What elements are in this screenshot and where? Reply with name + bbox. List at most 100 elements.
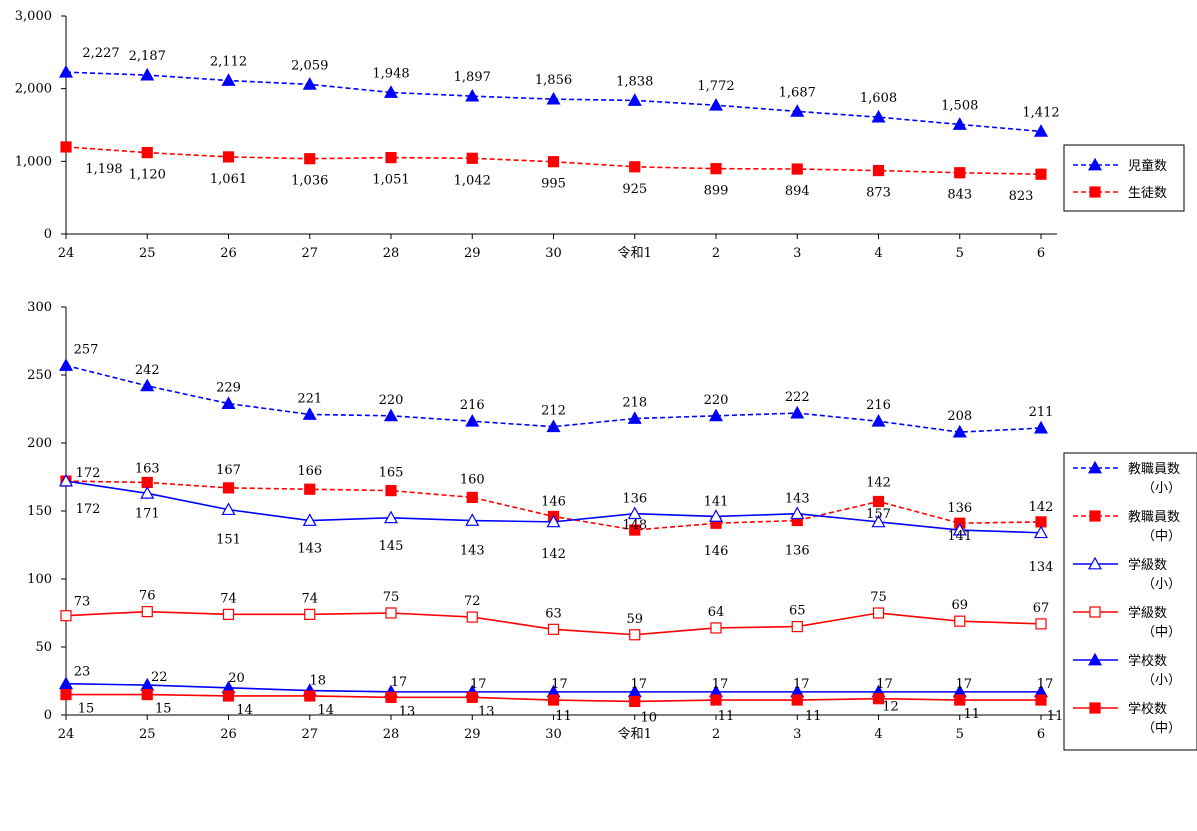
data-label: 64 [708,605,725,620]
x-tick-label: 6 [1037,246,1045,261]
legend-marker [1087,556,1103,570]
y-tick-label: 300 [27,300,52,315]
data-label: 220 [379,393,404,408]
y-tick-label: 150 [27,504,52,519]
data-label: 2,187 [129,49,166,64]
data-label: 172 [76,502,101,517]
data-point [383,408,399,422]
data-label: 212 [541,404,566,419]
data-point [60,688,72,701]
data-point [952,117,967,130]
data-label: 74 [301,591,318,606]
legend-label: 児童数 [1128,158,1167,174]
data-label: 13 [478,704,495,719]
data-label: 11 [963,707,980,722]
legend-label: 教職員数 [1128,509,1180,525]
data-point [466,491,478,503]
data-point [790,506,805,520]
legend-marker [1087,157,1103,171]
legend-label: 生徒数 [1128,186,1167,201]
data-point [1033,525,1049,539]
data-point [465,414,480,427]
legend-label-sub: （中） [1142,625,1181,640]
legend-marker [1089,702,1101,714]
data-point [58,676,74,690]
legend-label: 学級数 [1128,557,1167,573]
data-point [547,694,560,706]
data-label: 59 [626,612,643,627]
data-point [221,396,236,409]
data-label: 229 [216,381,241,396]
y-tick-label: 2,000 [15,82,52,97]
x-tick-label: 29 [464,246,481,261]
data-point [60,610,72,622]
y-tick-label: 100 [27,572,52,587]
data-label: 72 [464,594,481,609]
data-point [58,64,74,78]
data-point [954,167,966,179]
data-label: 17 [793,677,810,692]
data-label: 1,051 [372,173,409,188]
x-tick-label: 25 [139,246,156,261]
data-label: 2,227 [82,46,119,61]
data-point [465,88,480,102]
data-label: 1,687 [779,85,816,100]
data-label: 18 [309,674,326,689]
data-label: 23 [74,665,91,680]
data-label: 141 [704,494,729,509]
data-point [466,691,478,703]
data-point [141,147,153,159]
data-label: 1,120 [129,168,166,183]
x-tick-label: 4 [874,727,882,742]
data-point [629,161,641,173]
data-label: 12 [882,700,899,715]
data-point [708,408,724,422]
data-label: 163 [135,461,160,476]
data-label: 73 [74,595,91,610]
data-point [58,358,74,371]
x-tick-label: 4 [874,246,882,261]
data-label: 20 [228,671,245,686]
data-point [302,513,317,526]
y-tick-label: 0 [44,227,52,242]
data-label: 74 [220,591,237,606]
data-label: 1,856 [535,73,572,88]
data-point [627,506,642,520]
data-label: 211 [1029,405,1054,420]
x-tick-label: 5 [956,727,964,742]
data-point [791,620,803,633]
data-label: 257 [74,342,99,357]
data-point [627,411,642,424]
data-label: 143 [460,544,485,559]
data-label: 14 [317,703,334,718]
data-point [1035,618,1047,630]
legend-label-sub: （中） [1142,529,1181,544]
x-tick-label: 24 [58,727,75,742]
data-point [385,691,397,703]
data-label: 216 [866,398,891,413]
data-label: 166 [297,464,322,479]
data-point [221,73,236,86]
legend-marker [1089,186,1101,198]
data-label: 1,061 [210,172,247,187]
legend-label-sub: （小） [1142,577,1181,592]
legend-label-sub: （中） [1142,721,1181,736]
data-label: 142 [541,547,566,562]
data-point [871,109,886,123]
data-point [140,378,155,392]
y-tick-label: 200 [27,436,52,451]
data-label: 160 [460,472,485,487]
data-label: 171 [135,506,160,521]
data-label: 142 [1029,500,1054,515]
legend-marker [1087,460,1103,474]
data-label: 995 [541,177,566,192]
x-tick-label: 2 [712,246,720,261]
data-label: 843 [947,188,972,203]
data-label: 143 [297,542,322,557]
y-tick-label: 0 [44,708,52,723]
data-label: 141 [947,529,972,544]
y-tick-label: 3,000 [15,9,52,24]
data-label: 925 [622,182,647,197]
data-label: 222 [785,390,810,405]
data-point [952,522,967,536]
